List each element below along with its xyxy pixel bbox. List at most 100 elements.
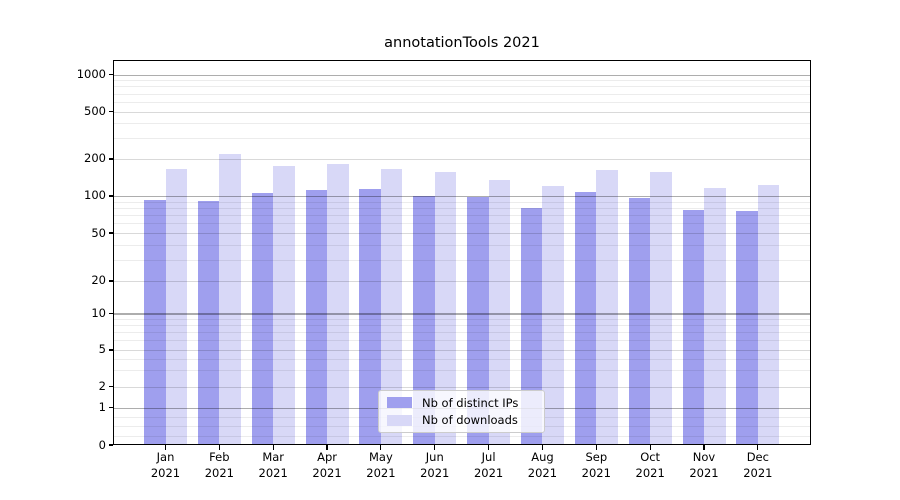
x-tick-month: Oct [640, 450, 661, 464]
x-tick-year: 2021 [204, 465, 234, 480]
y-tick-mark [108, 158, 113, 160]
x-tick-month: Apr [317, 450, 337, 464]
gridline-0.25 [113, 435, 811, 437]
x-tick-year: 2021 [689, 465, 719, 480]
x-tick-year: 2021 [420, 465, 450, 480]
x-tick-label: May 2021 [349, 450, 413, 481]
x-tick-label: Jun 2021 [403, 450, 467, 481]
gridline-80 [113, 207, 811, 209]
y-tick-mark [108, 280, 113, 282]
x-tick-month: Sep [585, 450, 608, 464]
x-tick-mark [595, 445, 597, 450]
x-tick-year: 2021 [312, 465, 342, 480]
legend-item-nb-of-distinct-ips: Nb of distinct IPs [387, 394, 544, 412]
y-tick-label: 5 [98, 342, 106, 357]
gridline-700 [113, 93, 811, 95]
bar-nb-of-distinct-ips-may [359, 189, 381, 445]
bar-nb-of-downloads-sep [596, 169, 618, 445]
y-tick-label: 200 [84, 151, 106, 166]
bar-nb-of-downloads-aug [542, 186, 564, 445]
bar-nb-of-distinct-ips-sep [574, 192, 597, 445]
bar-nb-of-downloads-jul [488, 179, 511, 445]
x-tick-mark [649, 445, 651, 450]
y-tick-mark [108, 73, 113, 76]
x-tick-label: Oct 2021 [618, 450, 682, 481]
x-tick-label: Nov 2021 [672, 450, 736, 481]
gridline-10 [113, 313, 811, 315]
plot-area: Nb of distinct IPs Nb of downloads [113, 60, 811, 445]
bar-nb-of-distinct-ips-apr [305, 189, 328, 445]
x-tick-month: Feb [209, 450, 230, 464]
y-tick-label: 10 [91, 305, 106, 320]
x-tick-month: Jul [481, 450, 496, 464]
y-tick-mark [108, 312, 113, 315]
gridline-30 [113, 259, 811, 261]
gridline-100 [113, 195, 811, 198]
bar-nb-of-downloads-jan [165, 169, 187, 445]
x-tick-year: 2021 [743, 465, 773, 480]
gridline-8 [113, 325, 811, 327]
bar-nb-of-distinct-ips-aug [520, 207, 543, 445]
bar-nb-of-downloads-apr [327, 163, 349, 445]
y-tick-label: 50 [91, 225, 106, 240]
y-tick-label: 100 [84, 188, 106, 203]
gridline-600 [113, 101, 811, 103]
gridline-200 [113, 158, 811, 160]
x-tick-label: Jan 2021 [134, 450, 198, 481]
x-tick-month: Dec [746, 450, 769, 464]
bar-nb-of-downloads-dec [757, 184, 780, 445]
y-tick-mark [108, 444, 113, 446]
x-tick-mark [541, 445, 544, 450]
gridline-90 [113, 201, 811, 203]
bar-nb-of-distinct-ips-nov [682, 209, 704, 445]
x-tick-year: 2021 [635, 465, 665, 480]
x-tick-mark [380, 445, 382, 450]
bar-nb-of-downloads-may [380, 168, 403, 445]
gridline-2 [113, 386, 811, 388]
y-tick-mark [108, 349, 113, 351]
bars-layer [113, 60, 811, 445]
bar-nb-of-distinct-ips-dec [736, 210, 758, 445]
gridline-3 [113, 370, 811, 372]
gridline-60 [113, 223, 811, 225]
gridline-400 [113, 123, 811, 125]
gridline-800 [113, 86, 811, 88]
x-tick-mark [326, 445, 328, 450]
y-tick-mark [108, 385, 113, 388]
bar-nb-of-distinct-ips-jan [144, 199, 166, 445]
gridline-4 [113, 358, 811, 360]
bar-nb-of-downloads-jun [434, 171, 457, 445]
gridline-6 [113, 340, 811, 342]
gridline-20 [113, 280, 811, 282]
bar-nb-of-distinct-ips-oct [628, 198, 651, 445]
grid-layer [113, 60, 811, 445]
x-tick-month: May [369, 450, 393, 464]
bar-nb-of-distinct-ips-jun [413, 195, 435, 445]
chart-title: annotationTools 2021 [384, 35, 540, 51]
x-tick-year: 2021 [473, 465, 504, 480]
bar-nb-of-downloads-mar [273, 166, 295, 445]
x-tick-mark [272, 445, 274, 450]
x-tick-month: Nov [692, 450, 716, 464]
gridline-500 [113, 111, 811, 113]
bar-nb-of-downloads-nov [704, 187, 726, 445]
gridline-9 [113, 319, 811, 321]
legend-swatch-icon [387, 397, 412, 409]
y-tick-mark [108, 110, 113, 113]
gridline-40 [113, 244, 811, 246]
gridline-70 [113, 215, 811, 217]
x-tick-label: Mar 2021 [241, 450, 305, 481]
legend-swatch-icon [387, 414, 412, 426]
x-tick-label: Feb 2021 [187, 450, 251, 481]
x-tick-label: Jul 2021 [457, 450, 521, 481]
y-tick-label: 20 [91, 273, 106, 288]
x-tick-mark [488, 445, 490, 450]
gridline-300 [113, 137, 811, 139]
gridline-50 [113, 233, 811, 235]
y-tick-mark [108, 406, 113, 409]
y-tick-label: 500 [84, 104, 106, 118]
y-tick-label: 0 [98, 437, 106, 452]
x-tick-label: Sep 2021 [564, 450, 628, 481]
bar-nb-of-downloads-feb [219, 154, 241, 445]
